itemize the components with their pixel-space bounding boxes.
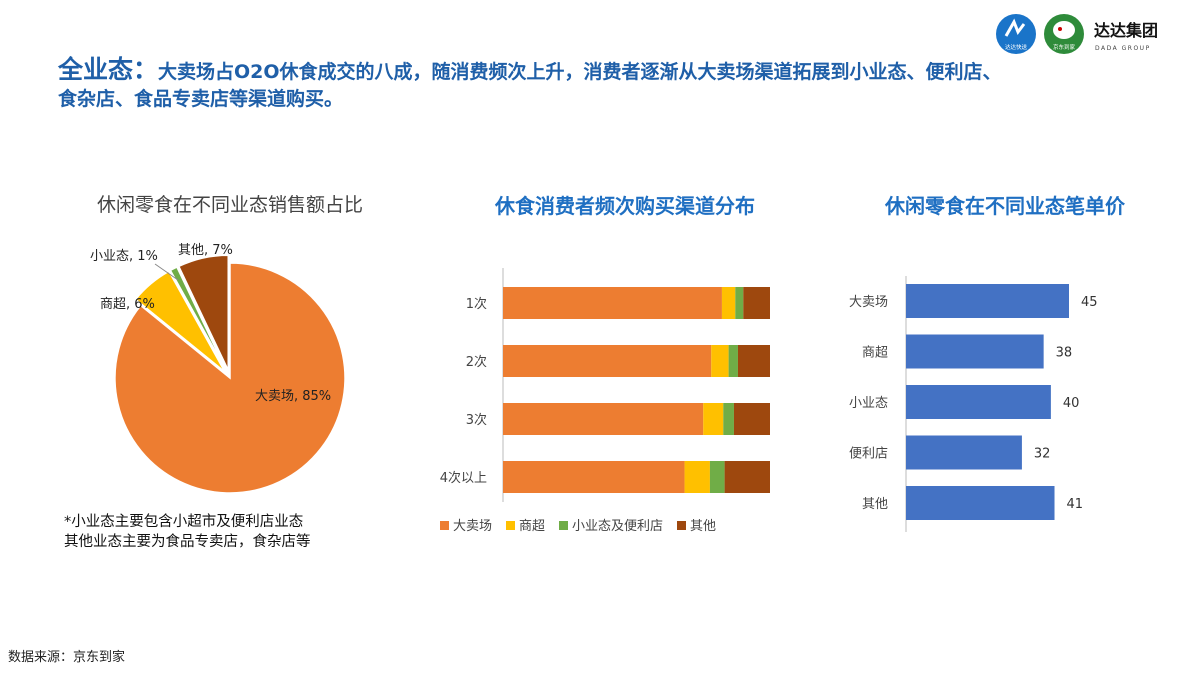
headline-text: 大卖场占O2O休食成交的八成，随消费频次上升，消费者逐渐从大卖场渠道拓展到小业态… [58, 61, 1002, 110]
pie-slice-0 [114, 262, 346, 494]
price-value-label-4: 41 [1067, 497, 1084, 512]
stack-bar-2-2 [723, 403, 734, 435]
footnote: *小业态主要包含小超市及便利店业态 其他业态主要为食品专卖店，食杂店等 [64, 512, 311, 552]
pie-leader-line [154, 263, 179, 281]
stack-bar-2-1 [703, 403, 724, 435]
stack-bar-3-3 [724, 461, 770, 493]
price-bar-2 [906, 385, 1051, 419]
stack-bar-3-1 [684, 461, 710, 493]
price-bar-1 [906, 334, 1044, 369]
stack-bar-3-2 [709, 461, 725, 493]
data-source: 数据来源：京东到家 [8, 650, 126, 665]
brand-name: 达达集团 [1094, 21, 1158, 40]
dada-express-logo: 达达快送 [996, 14, 1036, 54]
stack-bar-1-2 [728, 345, 738, 377]
pie-data-label-3: 其他, 7% [178, 243, 233, 258]
pie-data-label-0: 大卖场, 85% [255, 389, 331, 404]
jd-daojia-logo: 京东到家 [1044, 14, 1084, 54]
stack-category-label-1: 2次 [466, 354, 487, 370]
stack-bar-1-0 [503, 345, 712, 377]
price-value-label-3: 32 [1034, 447, 1051, 462]
brand-sub: DADA GROUP [1095, 45, 1151, 52]
price-bar-4 [906, 486, 1055, 520]
logo2-text: 京东到家 [1053, 43, 1076, 51]
pie-chart-title: 休闲零食在不同业态销售额占比 [96, 194, 363, 216]
stack-bar-0-1 [721, 287, 736, 319]
pie-data-label-2: 小业态, 1% [90, 249, 158, 264]
legend-label-1: 商超 [519, 519, 545, 534]
price-category-label-0: 大卖场 [849, 295, 888, 310]
stack-bar-2-3 [733, 403, 770, 435]
pie-chart: 大卖场, 85% 商超, 6% 小业态, 1% 其他, 7% [90, 243, 346, 494]
stack-bar-1-3 [737, 345, 770, 377]
price-value-label-1: 38 [1056, 346, 1073, 361]
pie-slice-2 [169, 266, 228, 372]
page-headline: 全业态：大卖场占O2O休食成交的八成，随消费频次上升，消费者逐渐从大卖场渠道拓展… [58, 56, 1018, 113]
price-value-label-2: 40 [1063, 396, 1080, 411]
stack-bar-1-1 [711, 345, 729, 377]
footnote-line-2: 其他业态主要为食品专卖店，食杂店等 [64, 534, 311, 550]
legend-swatch-0 [440, 521, 449, 530]
price-category-label-3: 便利店 [849, 447, 888, 462]
legend-label-0: 大卖场 [453, 519, 492, 534]
stack-category-label-0: 1次 [466, 296, 487, 312]
price-bar-0 [906, 284, 1069, 318]
price-bar-chart: 大卖场 45 商超 38 小业态 40 便利店 32 其他 41 [849, 276, 1098, 532]
logo1-text: 达达快送 [1005, 43, 1028, 51]
pie-slice-3 [177, 254, 229, 371]
stack-category-label-3: 4次以上 [440, 470, 487, 486]
price-category-label-4: 其他 [862, 497, 888, 512]
legend-swatch-3 [677, 521, 686, 530]
price-bar-3 [906, 435, 1022, 470]
stack-bar-0-0 [503, 287, 722, 319]
stack-bar-0-3 [743, 287, 770, 319]
legend-swatch-1 [506, 521, 515, 530]
stack-category-label-2: 3次 [466, 412, 487, 428]
legend-label-3: 其他 [690, 519, 716, 534]
price-category-label-2: 小业态 [849, 396, 888, 411]
price-category-label-1: 商超 [862, 346, 888, 361]
headline-lead: 全业态： [58, 55, 159, 84]
legend-label-2: 小业态及便利店 [572, 519, 663, 534]
stacked-chart-title: 休食消费者频次购买渠道分布 [495, 194, 755, 218]
pie-slice-1 [134, 270, 226, 373]
pie-data-label-1: 商超, 6% [100, 297, 155, 312]
price-chart-title: 休闲零食在不同业态笔单价 [885, 194, 1125, 218]
stack-bar-2-0 [503, 403, 704, 435]
brand-logos: 达达快送 京东到家 达达集团 DADA GROUP [996, 14, 1158, 54]
stack-bar-3-0 [503, 461, 685, 493]
price-value-label-0: 45 [1081, 295, 1098, 310]
stack-bar-0-2 [735, 287, 744, 319]
legend-swatch-2 [559, 521, 568, 530]
footnote-line-1: *小业态主要包含小超市及便利店业态 [64, 514, 304, 530]
